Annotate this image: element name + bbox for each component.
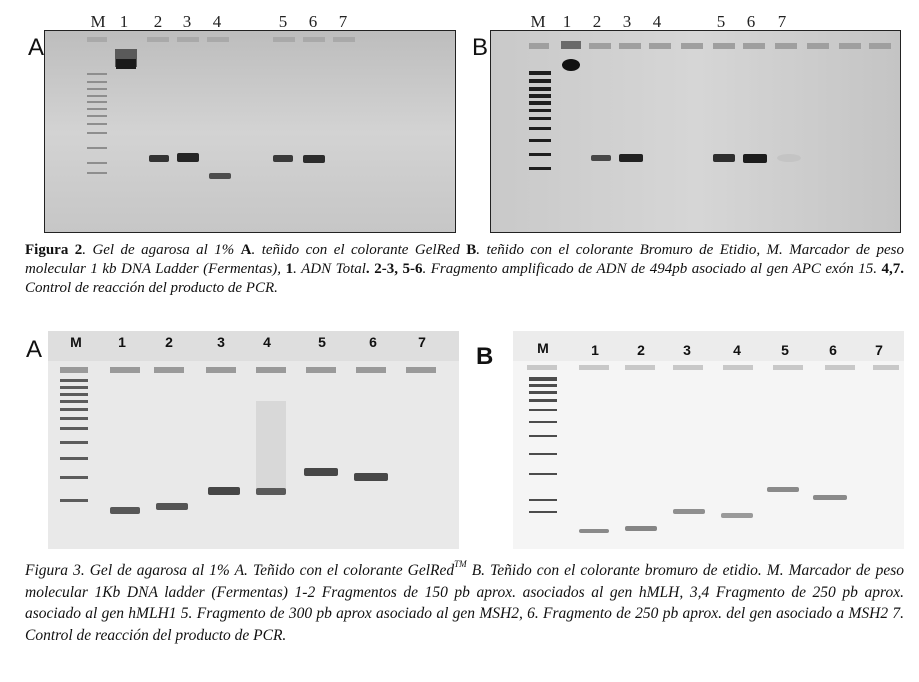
lane-label-m: M: [90, 12, 106, 31]
lane-label-4: 4: [733, 342, 741, 358]
lane-label-6: 6: [308, 12, 318, 31]
lane-label-7: 7: [875, 342, 883, 358]
lane-label-6: 6: [829, 342, 837, 358]
gel-image-fig3-a: M 1 2 3 4 5 6 7: [48, 331, 459, 549]
gel-image-fig3-b: M 1 2 3 4 5 6 7: [513, 331, 904, 549]
lane-label-3: 3: [622, 12, 632, 31]
caption-label: Figura 2: [25, 242, 83, 258]
lane-label-4: 4: [263, 334, 271, 350]
lane-label-6: 6: [369, 334, 377, 350]
caption-bold-controls: 4,7.: [881, 261, 905, 277]
gel-image-fig2-a: [44, 30, 456, 233]
lane-label-3: 3: [683, 342, 691, 358]
figure-3-caption: Figura 3. Gel de agarosa al 1% A. Teñido…: [25, 560, 904, 646]
caption-bold-1: 1: [285, 261, 294, 277]
caption-text: . teñido con el colorante GelRed: [251, 242, 467, 258]
lane-label-5: 5: [781, 342, 789, 358]
lane-label-m: M: [530, 12, 546, 31]
lane-label-7: 7: [338, 12, 348, 31]
lane-label-4: 4: [212, 12, 222, 31]
caption-text: B. Teñido con el colorante bromuro de et…: [25, 562, 904, 644]
caption-bold-a: A: [240, 242, 252, 258]
lane-label-2: 2: [153, 12, 163, 31]
lane-label-7: 7: [418, 334, 426, 350]
lane-label-2: 2: [165, 334, 173, 350]
caption-text: . Gel de agarosa al 1%: [82, 242, 241, 258]
lane-label-5: 5: [278, 12, 288, 31]
gel-image-fig2-b: [490, 30, 901, 233]
caption-text: . ADN Total: [293, 261, 366, 277]
figure-2-caption: Figura 2. Gel de agarosa al 1% A. teñido…: [25, 241, 904, 298]
lane-label-2: 2: [637, 342, 645, 358]
panel-letter-a: A: [28, 34, 45, 61]
lane-label-3: 3: [217, 334, 225, 350]
lane-label-m: M: [70, 334, 82, 350]
lane-label-1: 1: [119, 12, 129, 31]
caption-text: . Fragmento amplificado de ADN de 494pb …: [422, 261, 882, 277]
lane-label-1: 1: [591, 342, 599, 358]
lane-label-5: 5: [716, 12, 726, 31]
lane-label-3: 3: [182, 12, 192, 31]
caption-text: . teñido con el colorante Bromuro de Eti…: [25, 242, 904, 277]
caption-bold-lanes: . 2-3, 5-6: [365, 261, 423, 277]
lane-label-2: 2: [592, 12, 602, 31]
lane-label-6: 6: [746, 12, 756, 31]
caption-bold-b: B: [466, 242, 477, 258]
lane-label-5: 5: [318, 334, 326, 350]
caption-text: Figura 3. Gel de agarosa al 1% A. Teñido…: [25, 562, 455, 579]
trademark-superscript: TM: [454, 559, 467, 569]
lane-label-1: 1: [118, 334, 126, 350]
lane-label-4: 4: [652, 12, 662, 31]
lane-label-m: M: [537, 340, 549, 356]
lane-label-1: 1: [562, 12, 572, 31]
panel-letter-b: B: [472, 34, 489, 61]
caption-text: Control de reacción del producto de PCR.: [25, 280, 278, 296]
panel-letter-b: B: [476, 343, 494, 370]
panel-letter-a: A: [26, 336, 43, 363]
lane-label-7: 7: [777, 12, 787, 31]
